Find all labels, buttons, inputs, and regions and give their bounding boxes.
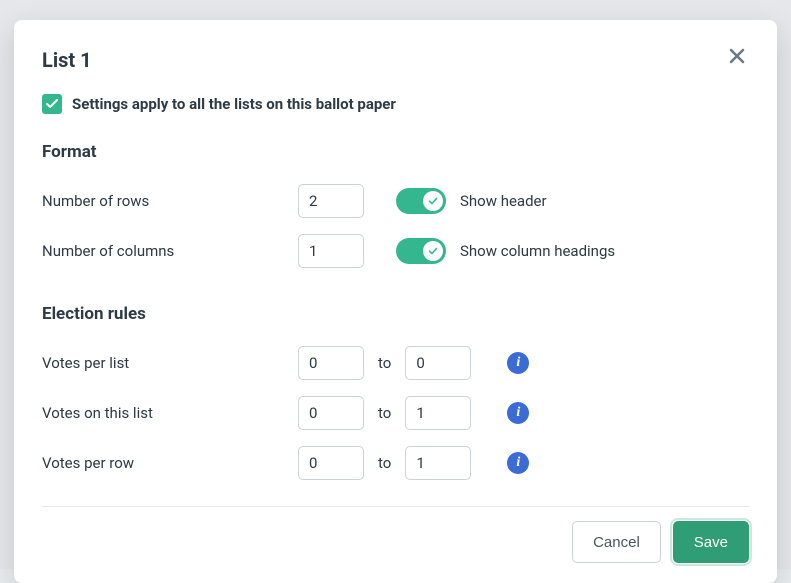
to-separator: to — [364, 354, 405, 372]
modal-backdrop: List 1 Settings apply to all the lists o… — [0, 0, 791, 569]
check-icon — [427, 195, 439, 207]
format-heading: Format — [42, 142, 749, 162]
show-header-group: Show header — [396, 188, 547, 214]
to-separator: to — [364, 454, 405, 472]
rows-row: Number of rows Show header — [42, 176, 749, 226]
show-column-headings-group: Show column headings — [396, 238, 615, 264]
rows-input[interactable] — [298, 184, 364, 218]
rows-label: Number of rows — [42, 192, 298, 210]
votes-on-this-list-max-input[interactable] — [405, 396, 471, 430]
show-column-headings-toggle[interactable] — [396, 238, 446, 264]
check-icon — [46, 99, 58, 109]
list-settings-modal: List 1 Settings apply to all the lists o… — [14, 20, 777, 583]
election-rules-heading: Election rules — [42, 304, 749, 324]
votes-on-this-list-label: Votes on this list — [42, 404, 298, 422]
modal-footer: Cancel Save — [42, 521, 749, 563]
votes-on-this-list-info-button[interactable]: i — [507, 402, 529, 424]
votes-per-list-label: Votes per list — [42, 354, 298, 372]
votes-on-this-list-min-input[interactable] — [298, 396, 364, 430]
votes-per-list-row: Votes per list to i — [42, 338, 749, 388]
show-header-toggle[interactable] — [396, 188, 446, 214]
votes-per-row-row: Votes per row to i — [42, 438, 749, 488]
columns-input[interactable] — [298, 234, 364, 268]
modal-title: List 1 — [42, 48, 92, 72]
save-button[interactable]: Save — [673, 521, 749, 563]
votes-on-this-list-row: Votes on this list to i — [42, 388, 749, 438]
votes-per-row-min-input[interactable] — [298, 446, 364, 480]
check-icon — [427, 245, 439, 257]
votes-per-list-info-button[interactable]: i — [507, 352, 529, 374]
votes-per-list-min-input[interactable] — [298, 346, 364, 380]
votes-per-row-max-input[interactable] — [405, 446, 471, 480]
info-icon: i — [516, 405, 520, 421]
votes-per-row-label: Votes per row — [42, 454, 298, 472]
show-column-headings-label: Show column headings — [460, 242, 615, 260]
close-button[interactable] — [725, 48, 749, 64]
apply-all-checkbox[interactable] — [42, 94, 62, 114]
modal-header: List 1 — [42, 48, 749, 72]
cancel-button[interactable]: Cancel — [572, 521, 661, 563]
columns-label: Number of columns — [42, 242, 298, 260]
info-icon: i — [516, 455, 520, 471]
toggle-knob — [423, 191, 443, 211]
columns-row: Number of columns Show column headings — [42, 226, 749, 276]
to-separator: to — [364, 404, 405, 422]
footer-separator — [42, 506, 749, 507]
show-header-label: Show header — [460, 192, 547, 210]
close-icon — [729, 48, 745, 64]
toggle-knob — [423, 241, 443, 261]
apply-all-label: Settings apply to all the lists on this … — [72, 95, 396, 113]
info-icon: i — [516, 355, 520, 371]
votes-per-row-info-button[interactable]: i — [507, 452, 529, 474]
apply-all-row: Settings apply to all the lists on this … — [42, 94, 749, 114]
votes-per-list-max-input[interactable] — [405, 346, 471, 380]
